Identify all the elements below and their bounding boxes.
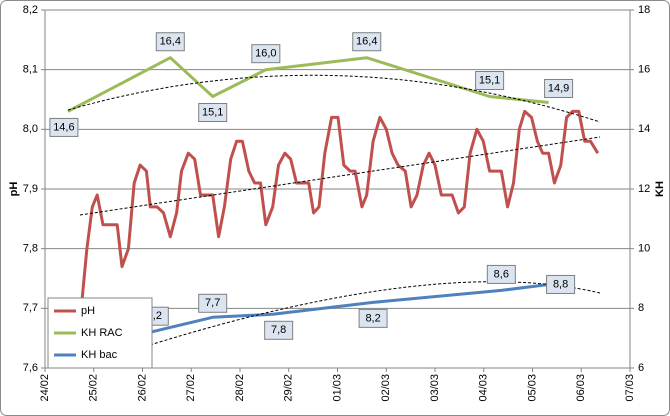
data-label: 15,1: [202, 106, 223, 118]
data-label-box: [251, 44, 281, 64]
y2-tick-label: 18: [638, 4, 650, 16]
x-tick-label: 01/03: [331, 374, 343, 402]
y-tick-label: 8,2: [23, 4, 38, 16]
x-tick-label: 27/02: [185, 374, 197, 402]
x-tick-label: 03/03: [429, 374, 441, 402]
legend-label: KH bac: [81, 349, 118, 361]
data-label-box: [544, 78, 574, 98]
plot-area: [44, 9, 631, 369]
x-tick-label: 05/03: [526, 374, 538, 402]
data-label: 8,2: [365, 312, 380, 324]
data-label: 7,8: [271, 324, 286, 336]
y-tick-label: 8,1: [23, 64, 38, 76]
data-label-box: [198, 103, 228, 123]
data-label: 8,6: [494, 268, 509, 280]
data-label: 8,8: [553, 278, 568, 290]
x-tick-label: 25/02: [88, 374, 100, 402]
x-tick-label: 28/02: [234, 374, 246, 402]
y2-tick-label: 12: [638, 183, 650, 195]
data-label-box: [264, 320, 294, 340]
data-label-box: [546, 274, 576, 294]
y-tick-label: 7,7: [23, 302, 38, 314]
data-label: 15,1: [479, 74, 500, 86]
x-tick-label: 04/03: [478, 374, 490, 402]
y2-tick-label: 14: [638, 123, 650, 135]
data-label-box: [486, 264, 516, 284]
data-label: 16,4: [356, 36, 377, 48]
data-label-box: [475, 71, 505, 91]
data-label: 14,9: [548, 82, 569, 94]
data-label-box: [358, 308, 388, 328]
data-label: 16,0: [255, 48, 276, 60]
series-line: [78, 109, 600, 321]
data-label: 14,6: [53, 121, 74, 133]
legend-label: KH RAC: [81, 327, 123, 339]
series-line: [149, 283, 549, 334]
y-axis-title: pH: [8, 182, 20, 197]
y-tick-label: 8,0: [23, 123, 38, 135]
x-tick-label: 02/03: [380, 374, 392, 402]
y2-tick-label: 16: [638, 64, 650, 76]
trend-line: [79, 136, 601, 216]
y2-axis-title: KH: [654, 181, 666, 197]
x-tick-label: 29/02: [283, 374, 295, 402]
data-label: 7,7: [205, 297, 220, 309]
legend: pH KH RAC KH bac: [47, 297, 153, 369]
legend-label: pH: [81, 305, 95, 317]
data-label: 16,4: [160, 36, 181, 48]
y2-tick-label: 8: [638, 302, 644, 314]
y-tick-label: 7,9: [23, 183, 38, 195]
marks: [67, 56, 600, 334]
data-label-box: [49, 117, 79, 137]
data-label-box: [352, 32, 382, 52]
data-label-box: [198, 293, 228, 313]
series-line: [67, 56, 549, 113]
data-label-box: [155, 32, 185, 52]
trend-line: [67, 74, 601, 123]
x-tick-label: 06/03: [575, 374, 587, 402]
y-tick-label: 7,6: [23, 362, 38, 374]
y2-tick-label: 6: [638, 362, 644, 374]
y-tick-label: 7,8: [23, 243, 38, 255]
data-labels: 14,616,415,116,016,415,114,97,27,77,88,2…: [49, 32, 576, 340]
x-tick-label: 24/02: [39, 374, 51, 402]
x-tick-label: 07/03: [624, 374, 636, 402]
x-tick-label: 26/02: [136, 374, 148, 402]
y2-tick-label: 10: [638, 243, 650, 255]
